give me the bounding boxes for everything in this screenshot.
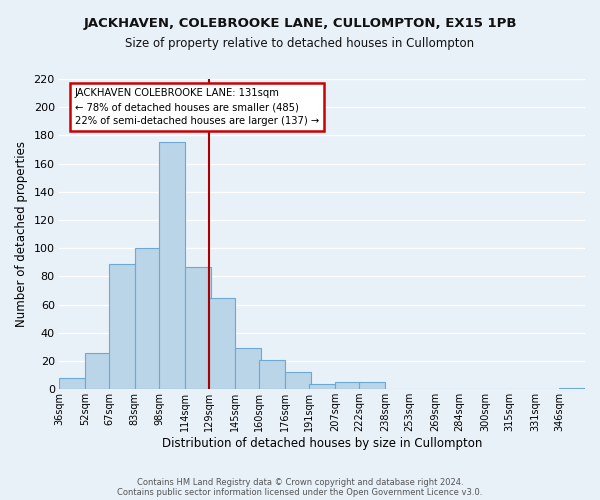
Text: Contains public sector information licensed under the Open Government Licence v3: Contains public sector information licen… [118, 488, 482, 497]
Bar [559, 388, 585, 389]
Bar [259, 360, 285, 389]
Bar [59, 378, 85, 389]
Text: Size of property relative to detached houses in Cullompton: Size of property relative to detached ho… [125, 38, 475, 51]
Bar [159, 142, 185, 389]
Bar [85, 352, 110, 389]
X-axis label: Distribution of detached houses by size in Cullompton: Distribution of detached houses by size … [162, 437, 482, 450]
Bar [235, 348, 260, 389]
Text: Contains HM Land Registry data © Crown copyright and database right 2024.: Contains HM Land Registry data © Crown c… [137, 478, 463, 487]
Bar [309, 384, 335, 389]
Bar [285, 372, 311, 389]
Bar [335, 382, 361, 389]
Bar [185, 266, 211, 389]
Y-axis label: Number of detached properties: Number of detached properties [15, 141, 28, 327]
Bar [109, 264, 135, 389]
Bar [135, 248, 161, 389]
Text: JACKHAVEN COLEBROOKE LANE: 131sqm
← 78% of detached houses are smaller (485)
22%: JACKHAVEN COLEBROOKE LANE: 131sqm ← 78% … [75, 88, 319, 126]
Text: JACKHAVEN, COLEBROOKE LANE, CULLOMPTON, EX15 1PB: JACKHAVEN, COLEBROOKE LANE, CULLOMPTON, … [83, 18, 517, 30]
Bar [209, 298, 235, 389]
Bar [359, 382, 385, 389]
